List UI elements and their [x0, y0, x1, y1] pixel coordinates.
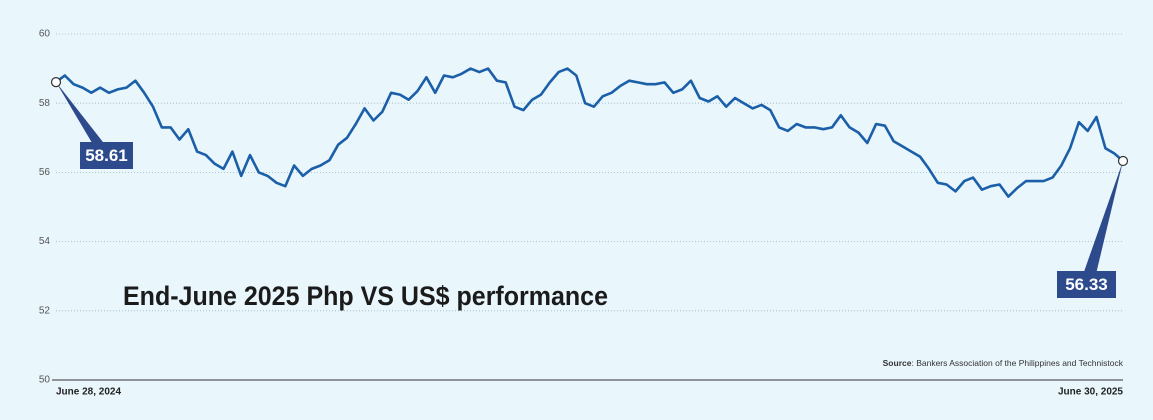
callout-pointer — [56, 82, 114, 156]
y-tick-label: 56 — [39, 167, 51, 178]
y-tick-label: 50 — [39, 375, 51, 386]
data-line — [55, 67, 1124, 198]
callout-label: 58.61 — [85, 146, 128, 165]
source-text: : Bankers Association of the Philippines… — [911, 358, 1123, 368]
callout-box — [1057, 271, 1116, 298]
x-tick-label: June 30, 2025 — [1058, 387, 1123, 398]
source: Source: Bankers Association of the Phili… — [883, 358, 1124, 368]
y-tick-label: 58 — [39, 98, 51, 109]
callout-label: 56.33 — [1065, 275, 1108, 294]
y-tick-label: 52 — [39, 305, 51, 316]
endpoint-marker — [50, 76, 62, 88]
x-tick-label: June 28, 2024 — [56, 387, 121, 398]
callout-pointer — [1079, 160, 1123, 285]
y-tick-label: 54 — [39, 236, 51, 247]
endpoint-marker — [1117, 155, 1129, 167]
y-tick-label: 60 — [39, 29, 51, 40]
callout-box — [80, 142, 133, 169]
chart-title: End-June 2025 Php VS US$ performance — [123, 281, 608, 311]
source-label: Source — [883, 358, 912, 368]
